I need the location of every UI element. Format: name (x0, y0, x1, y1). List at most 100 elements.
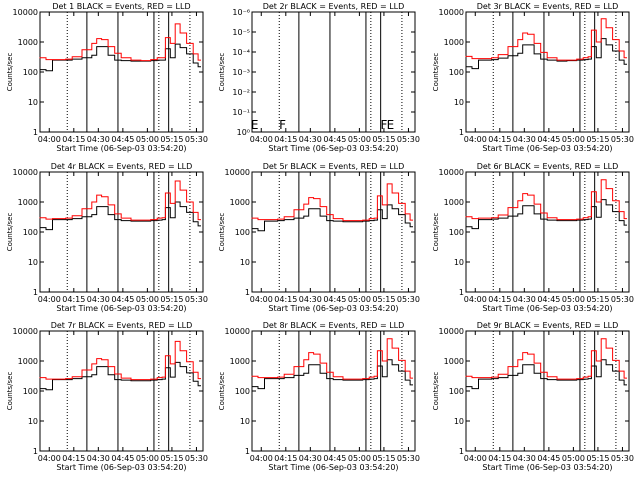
x-tick-label: 04:00 (464, 295, 487, 304)
series-events (39, 201, 201, 231)
x-tick-label: 04:15 (488, 454, 511, 463)
series-lld (39, 180, 201, 221)
y-tick-label: 10 (28, 258, 38, 267)
y-axis-label: Counts/sec (218, 213, 226, 252)
x-tick-label: 04:15 (488, 135, 511, 144)
x-tick-label: 04:45 (111, 135, 134, 144)
x-tick-label: 04:30 (87, 454, 110, 463)
x-tick-label: 05:30 (611, 135, 634, 144)
y-tick-label: 10⁻⁴ (232, 48, 250, 57)
x-tick-label: 05:00 (348, 135, 371, 144)
x-tick-label: 05:15 (160, 295, 183, 304)
y-axis-label: Counts/sec (218, 53, 226, 92)
panel-title: Det 9r BLACK = Events, RED = LLD (477, 321, 619, 330)
x-axis-label: Start Time (06-Sep-03 03:54:20) (482, 144, 612, 153)
x-tick-label: 05:15 (372, 295, 395, 304)
y-tick-label: 1 (245, 288, 250, 297)
x-tick-label: 04:15 (488, 295, 511, 304)
panel-title: Det 5r BLACK = Events, RED = LLD (263, 162, 405, 171)
x-tick-label: 04:00 (38, 454, 61, 463)
x-tick-label: 04:15 (274, 454, 297, 463)
x-tick-label: 05:30 (397, 295, 420, 304)
plot-frame (39, 330, 204, 452)
panel-title: Det 2r BLACK = Events, RED = LLD (263, 2, 405, 11)
y-tick-label: 10 (454, 417, 464, 426)
x-tick-label: 04:00 (250, 295, 273, 304)
series-lld (39, 340, 201, 381)
x-tick-label: 04:00 (250, 454, 273, 463)
panel-det-9: 1 10 100 1000 10000 04:00 04:15 04:30 04:45 05:00… (432, 321, 634, 472)
panel-det-8: 1 10 100 1000 10000 04:00 04:15 04:30 04:45 05:00… (218, 321, 420, 472)
x-tick-label: 05:00 (348, 295, 371, 304)
series-lld (465, 338, 627, 380)
x-axis-label: Start Time (06-Sep-03 03:54:20) (56, 463, 186, 472)
x-tick-label: 04:45 (111, 454, 134, 463)
y-tick-label: 10000 (13, 8, 38, 17)
y-tick-label: 100 (449, 68, 464, 77)
x-tick-label: 04:45 (537, 454, 560, 463)
panel-title: Det 4r BLACK = Events, RED = LLD (51, 162, 193, 171)
y-tick-label: 1000 (230, 198, 250, 207)
y-tick-label: 10000 (13, 168, 38, 177)
x-tick-label: 04:30 (513, 295, 536, 304)
y-tick-label: 1000 (230, 357, 250, 366)
x-tick-label: 05:30 (611, 295, 634, 304)
x-axis-label: Start Time (06-Sep-03 03:54:20) (482, 304, 612, 313)
plot-frame (251, 330, 416, 452)
x-tick-label: 04:00 (38, 295, 61, 304)
x-axis-label: Start Time (06-Sep-03 03:54:20) (56, 304, 186, 313)
x-tick-label: 04:15 (62, 135, 85, 144)
x-tick-label: 04:30 (87, 135, 110, 144)
x-tick-label: 05:15 (372, 135, 395, 144)
x-tick-label: 04:30 (513, 135, 536, 144)
y-tick-label: 10⁰ (237, 128, 250, 137)
x-tick-label: 04:00 (38, 135, 61, 144)
panel-title: Det 8r BLACK = Events, RED = LLD (263, 321, 405, 330)
plot-frame (465, 171, 630, 293)
x-tick-label: 05:15 (160, 454, 183, 463)
y-tick-label: 1000 (18, 357, 38, 366)
y-axis-label: Counts/sec (432, 213, 440, 252)
series-events (465, 199, 627, 230)
y-axis-label: Counts/sec (6, 53, 14, 92)
y-tick-label: 100 (23, 68, 38, 77)
x-tick-label: 05:15 (586, 454, 609, 463)
y-tick-label: 10 (28, 98, 38, 107)
x-tick-label: 05:00 (136, 135, 159, 144)
panel-title: Det 1 BLACK = Events, RED = LLD (52, 2, 190, 11)
y-tick-label: 10⁻⁶ (232, 8, 250, 17)
x-tick-label: 04:45 (537, 135, 560, 144)
y-axis-label: Counts/sec (218, 372, 226, 411)
x-tick-label: 04:00 (464, 454, 487, 463)
y-tick-label: 10⁻¹ (232, 108, 250, 117)
x-tick-label: 04:45 (111, 295, 134, 304)
series-lld (39, 23, 201, 62)
series-events (465, 359, 627, 390)
series-lld (251, 338, 413, 380)
y-axis-label: Counts/sec (6, 213, 14, 252)
y-tick-label: 10000 (225, 168, 250, 177)
y-axis-label: Counts/sec (6, 372, 14, 411)
y-tick-label: 10000 (225, 327, 250, 336)
state-marker-e: E (251, 118, 259, 132)
panel-det-1: 1 10 100 1000 10000 04:00 04:15 04:30 04:45 05:00… (6, 2, 208, 153)
y-tick-label: 100 (449, 387, 464, 396)
panel-det-7: 1 10 100 1000 10000 04:00 04:15 04:30 04:45 05:00… (6, 321, 208, 472)
x-axis-label: Start Time (06-Sep-03 03:54:20) (268, 304, 398, 313)
series-lld (251, 183, 413, 222)
x-tick-label: 04:15 (62, 295, 85, 304)
x-tick-label: 05:15 (586, 135, 609, 144)
x-tick-label: 05:30 (185, 454, 208, 463)
x-tick-label: 04:30 (299, 454, 322, 463)
y-tick-label: 100 (449, 228, 464, 237)
x-tick-label: 04:30 (299, 295, 322, 304)
x-tick-label: 05:15 (372, 454, 395, 463)
y-tick-label: 10 (454, 258, 464, 267)
y-tick-label: 10⁻³ (232, 68, 250, 77)
x-tick-label: 04:15 (62, 454, 85, 463)
series-events (251, 204, 413, 232)
x-axis-label: Start Time (06-Sep-03 03:54:20) (268, 144, 398, 153)
panel-det-6: 1 10 100 1000 10000 04:00 04:15 04:30 04:45 05:00… (432, 162, 634, 313)
x-tick-label: 04:00 (250, 135, 273, 144)
y-axis-label: Counts/sec (432, 372, 440, 411)
